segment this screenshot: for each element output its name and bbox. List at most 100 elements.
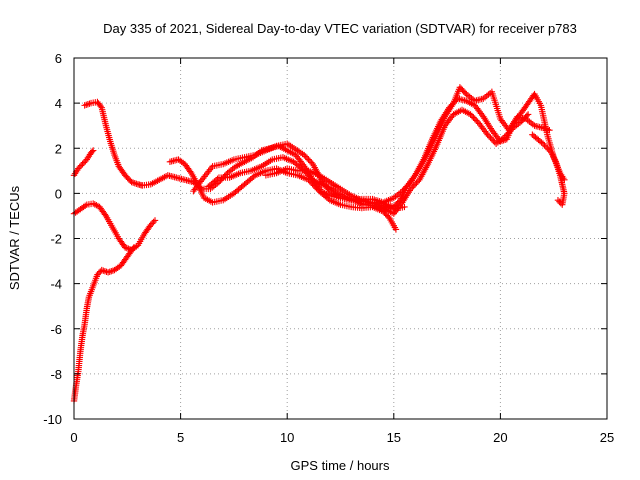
data-point-marker — [80, 159, 88, 166]
data-point-marker — [546, 148, 554, 155]
series-track-i — [262, 165, 408, 213]
data-point-marker — [545, 146, 552, 153]
data-point-marker — [399, 187, 406, 195]
data-point-marker — [148, 220, 156, 227]
data-point-marker — [79, 160, 86, 168]
data-point-marker — [97, 103, 104, 110]
series-track-d — [70, 244, 137, 405]
data-point-marker — [404, 181, 412, 189]
x-axis-title: GPS time / hours — [291, 458, 390, 473]
data-point-marker — [471, 115, 479, 123]
data-point-marker — [88, 148, 96, 155]
data-point-marker — [401, 184, 409, 192]
data-point-marker — [214, 175, 221, 183]
y-tick-label: -8 — [50, 367, 62, 382]
data-point-marker — [147, 221, 154, 229]
data-point-marker — [301, 151, 308, 159]
data-point-marker — [414, 178, 422, 185]
data-point-marker — [559, 201, 566, 208]
data-point-marker — [150, 218, 157, 226]
data-point-marker — [308, 159, 315, 166]
data-point-marker — [75, 165, 82, 172]
grid-lines — [74, 58, 607, 419]
data-point-marker — [221, 172, 228, 180]
data-points — [70, 84, 568, 405]
x-tick-label: 20 — [493, 430, 507, 445]
data-point-marker — [557, 199, 565, 207]
data-point-marker — [77, 162, 85, 169]
data-point-marker — [461, 89, 469, 96]
y-axis-title: SDTVAR / TECUs — [7, 185, 22, 290]
series-track-f — [166, 156, 400, 233]
y-tick-label: 6 — [55, 51, 62, 66]
data-point-marker — [411, 181, 419, 188]
data-point-marker — [484, 131, 491, 138]
y-tick-label: 4 — [55, 96, 62, 111]
data-point-marker — [538, 139, 545, 146]
data-point-marker — [186, 168, 194, 175]
data-point-marker — [546, 127, 553, 134]
data-point-marker — [302, 169, 309, 176]
data-point-marker — [305, 156, 312, 163]
data-point-marker — [542, 143, 550, 150]
data-point-marker — [250, 173, 257, 180]
data-point-marker — [101, 268, 109, 275]
data-point-marker — [400, 186, 407, 193]
data-point-marker — [392, 226, 400, 233]
data-point-marker — [487, 134, 494, 141]
series-track-c — [70, 200, 159, 253]
data-point-marker — [94, 271, 101, 278]
data-point-marker — [541, 142, 548, 149]
data-point-marker — [468, 112, 476, 120]
data-point-marker — [401, 203, 408, 211]
data-point-marker — [485, 133, 493, 140]
data-point-marker — [95, 269, 103, 277]
data-point-marker — [299, 166, 306, 173]
x-tick-label: 0 — [70, 430, 77, 445]
y-tick-label: -2 — [50, 232, 62, 247]
data-point-marker — [410, 182, 417, 190]
y-tick-labels: -10 -8 -6 -4 -2 0 2 4 6 — [43, 51, 62, 427]
y-tick-label: -4 — [50, 277, 62, 292]
series-track-j — [529, 131, 568, 208]
data-point-marker — [129, 245, 136, 253]
data-point-marker — [407, 185, 415, 193]
data-point-marker — [130, 244, 137, 251]
data-point-marker — [502, 132, 510, 139]
chart-title: Day 335 of 2021, Sidereal Day-to-day VTE… — [103, 21, 577, 36]
data-point-marker — [539, 140, 547, 147]
plot-frame — [73, 57, 608, 420]
data-point-marker — [467, 111, 474, 118]
y-tick-label: 2 — [55, 141, 62, 156]
x-tick-label: 25 — [600, 430, 614, 445]
data-point-marker — [303, 154, 311, 162]
data-point-marker — [508, 126, 515, 133]
data-point-marker — [385, 213, 392, 221]
data-point-marker — [556, 198, 563, 205]
data-point-marker — [470, 114, 477, 121]
axis-ticks — [73, 57, 608, 420]
data-point-marker — [504, 130, 511, 138]
x-tick-label: 10 — [280, 430, 294, 445]
data-point-marker — [501, 133, 508, 141]
y-tick-label: 0 — [55, 186, 62, 201]
data-point-marker — [488, 136, 496, 143]
data-point-marker — [403, 183, 410, 190]
data-point-marker — [306, 157, 314, 165]
series-track-b — [70, 147, 97, 179]
x-tick-label: 5 — [177, 430, 184, 445]
data-point-marker — [507, 127, 514, 135]
data-point-marker — [325, 195, 332, 203]
data-point-marker — [490, 137, 497, 144]
data-point-marker — [151, 217, 159, 224]
series-track-a — [81, 98, 146, 189]
data-point-marker — [544, 145, 551, 152]
x-tick-labels: 0 5 10 15 20 25 — [70, 430, 614, 445]
data-point-marker — [505, 129, 513, 136]
data-point-marker — [524, 111, 532, 118]
data-point-marker — [473, 117, 480, 124]
data-point-marker — [314, 186, 322, 193]
data-point-marker — [413, 179, 420, 187]
data-point-marker — [84, 101, 92, 108]
